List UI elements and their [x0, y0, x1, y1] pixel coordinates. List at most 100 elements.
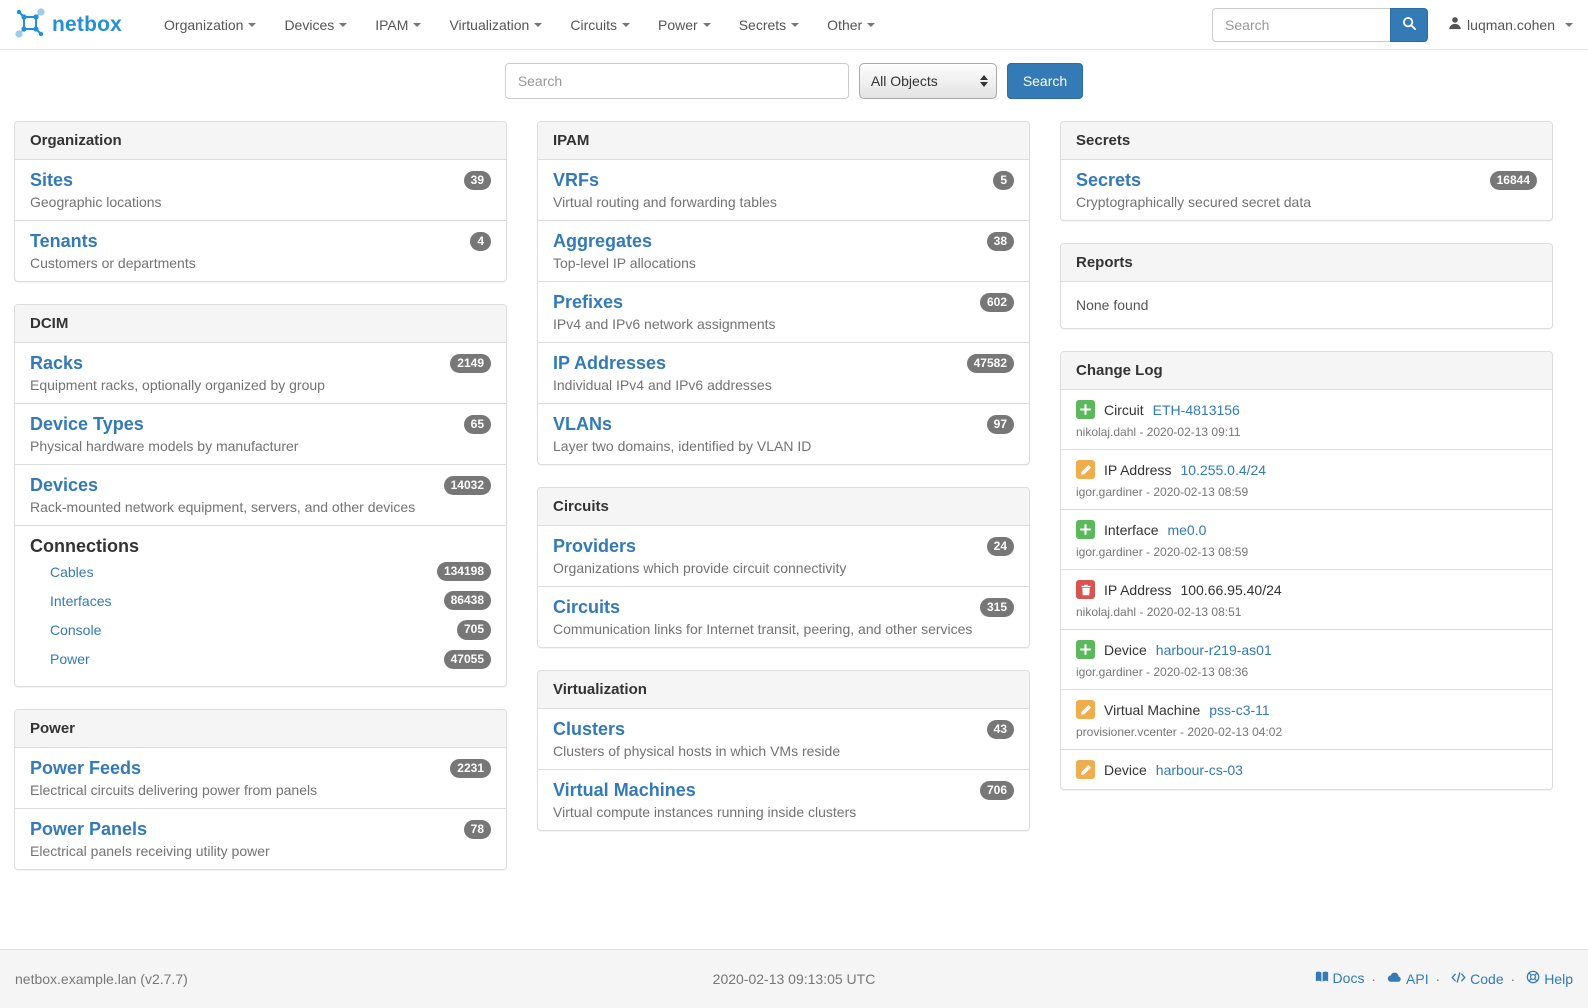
- docs-link[interactable]: Docs: [1332, 970, 1365, 987]
- object-type: Interface: [1104, 521, 1159, 538]
- menu-power[interactable]: Power: [644, 0, 725, 49]
- count-badge: 16844: [1489, 170, 1537, 191]
- panel-title: IPAM: [538, 122, 1029, 160]
- object-link[interactable]: pss-c3-11: [1209, 701, 1270, 718]
- count-badge: 2231: [450, 758, 491, 778]
- tenants-link[interactable]: Tenants: [30, 231, 98, 251]
- trash-icon: [1076, 580, 1095, 599]
- console-link[interactable]: Console: [50, 621, 102, 638]
- panel-reports: Reports None found: [1060, 243, 1553, 329]
- count-badge: 39: [463, 170, 491, 191]
- navbar-search-input[interactable]: [1212, 7, 1391, 42]
- connection-row: Console 705: [30, 615, 491, 644]
- panel-secrets: Secrets Secrets 16844 Cryptographically …: [1060, 121, 1553, 221]
- menu-virtualization[interactable]: Virtualization: [435, 0, 556, 49]
- item-description: Equipment racks, optionally organized by…: [30, 377, 325, 393]
- menu-organization[interactable]: Organization: [150, 0, 270, 49]
- code-link[interactable]: Code: [1470, 970, 1504, 987]
- search-scope-select[interactable]: All Objects: [858, 63, 997, 99]
- column-left: Organization Sites 39 Geographic locatio…: [14, 121, 507, 892]
- chevron-down-icon: [534, 22, 543, 27]
- object-type: Device: [1104, 641, 1147, 658]
- vrfs-link[interactable]: VRFs: [553, 170, 600, 190]
- devices-link[interactable]: Devices: [30, 475, 99, 495]
- list-item: Prefixes 602 IPv4 and IPv6 network assig…: [538, 281, 1029, 342]
- help-link[interactable]: Help: [1544, 970, 1573, 987]
- racks-link[interactable]: Racks: [30, 353, 84, 373]
- object-link[interactable]: me0.0: [1167, 521, 1207, 538]
- interfaces-link[interactable]: Interfaces: [50, 592, 112, 609]
- list-item: Clusters 43 Clusters of physical hosts i…: [538, 709, 1029, 769]
- connection-row: Interfaces 86438: [30, 586, 491, 615]
- list-item: Sites 39 Geographic locations: [15, 160, 506, 220]
- object-link[interactable]: harbour-r219-as01: [1155, 641, 1272, 658]
- item-description: Virtual routing and forwarding tables: [553, 194, 777, 210]
- chevron-down-icon: [248, 22, 257, 27]
- api-link[interactable]: API: [1406, 970, 1429, 987]
- count-badge: 602: [979, 292, 1014, 313]
- device-types-link[interactable]: Device Types: [30, 414, 144, 434]
- count-badge: 5: [993, 170, 1014, 191]
- entry-meta: nikolaj.dahl - 2020-02-13 08:51: [1076, 605, 1242, 619]
- menu-devices[interactable]: Devices: [270, 0, 361, 49]
- virtual-machines-link[interactable]: Virtual Machines: [553, 780, 696, 800]
- count-badge: 38: [986, 231, 1014, 252]
- providers-link[interactable]: Providers: [553, 536, 637, 556]
- clusters-link[interactable]: Clusters: [553, 719, 626, 739]
- connection-row: Power 47055: [30, 645, 491, 674]
- global-search-input[interactable]: [504, 63, 849, 99]
- menu-secrets[interactable]: Secrets: [725, 0, 813, 49]
- power-feeds-link[interactable]: Power Feeds: [30, 757, 142, 778]
- chevron-down-icon: [702, 22, 711, 27]
- item-description: Organizations which provide circuit conn…: [553, 560, 847, 576]
- connections-title: Connections: [30, 536, 140, 556]
- navbar-search-button[interactable]: [1390, 7, 1429, 42]
- main-menu: Organization Devices IPAM Virtualization…: [150, 0, 889, 49]
- prefixes-link[interactable]: Prefixes: [553, 292, 624, 312]
- object-link[interactable]: harbour-cs-03: [1155, 761, 1243, 778]
- list-item: Providers 24 Organizations which provide…: [538, 526, 1029, 586]
- power-panels-link[interactable]: Power Panels: [30, 818, 148, 839]
- panel-changelog: Change Log Circuit ETH-4813156 nikolaj.d…: [1060, 351, 1553, 790]
- user-menu[interactable]: luqman.cohen: [1448, 16, 1573, 33]
- count-badge: 78: [463, 819, 491, 839]
- edit-icon: [1076, 460, 1095, 479]
- ip-addresses-link[interactable]: IP Addresses: [553, 353, 667, 373]
- cables-link[interactable]: Cables: [50, 563, 94, 580]
- global-search-button[interactable]: Search: [1006, 63, 1084, 99]
- item-description: Electrical panels receiving utility powe…: [30, 842, 270, 859]
- menu-circuits[interactable]: Circuits: [556, 0, 644, 49]
- vlans-link[interactable]: VLANs: [553, 414, 613, 434]
- column-right: Secrets Secrets 16844 Cryptographically …: [1060, 121, 1553, 812]
- menu-ipam[interactable]: IPAM: [361, 0, 435, 49]
- aggregates-link[interactable]: Aggregates: [553, 231, 653, 251]
- panel-title: Organization: [15, 122, 506, 160]
- item-description: IPv4 and IPv6 network assignments: [553, 316, 776, 332]
- power-connections-link[interactable]: Power: [50, 651, 90, 668]
- list-item: Aggregates 38 Top-level IP allocations: [538, 220, 1029, 281]
- create-icon: [1076, 400, 1095, 419]
- object-type: IP Address: [1104, 581, 1172, 598]
- changelog-entry: Virtual Machine pss-c3-11 provisioner.vc…: [1061, 689, 1552, 749]
- panel-virtualization: Virtualization Clusters 43 Clusters of p…: [537, 670, 1030, 831]
- secrets-link[interactable]: Secrets: [1076, 170, 1142, 190]
- circuits-link[interactable]: Circuits: [553, 597, 621, 617]
- list-item: Circuits 315 Communication links for Int…: [538, 586, 1029, 647]
- object-type: IP Address: [1104, 461, 1172, 478]
- object-link[interactable]: ETH-4813156: [1152, 401, 1240, 418]
- count-badge: 86438: [443, 591, 491, 611]
- count-badge: 97: [986, 414, 1014, 435]
- changelog-entry: Interface me0.0 igor.gardiner - 2020-02-…: [1061, 509, 1552, 569]
- connections-section: Connections Cables 134198 Interfaces 864…: [15, 525, 506, 686]
- list-item: Power Panels 78 Electrical panels receiv…: [15, 807, 506, 869]
- column-middle: IPAM VRFs 5 Virtual routing and forwardi…: [537, 121, 1030, 853]
- object-link[interactable]: 10.255.0.4/24: [1180, 461, 1267, 478]
- select-arrows-icon: [979, 75, 988, 87]
- menu-other[interactable]: Other: [813, 0, 889, 49]
- count-badge: 43: [986, 719, 1014, 740]
- footer-timestamp: 2020-02-13 09:13:05 UTC: [712, 970, 876, 987]
- netbox-brand[interactable]: netbox: [15, 8, 122, 41]
- sites-link[interactable]: Sites: [30, 170, 74, 190]
- chevron-down-icon: [867, 22, 876, 27]
- create-icon: [1076, 520, 1095, 539]
